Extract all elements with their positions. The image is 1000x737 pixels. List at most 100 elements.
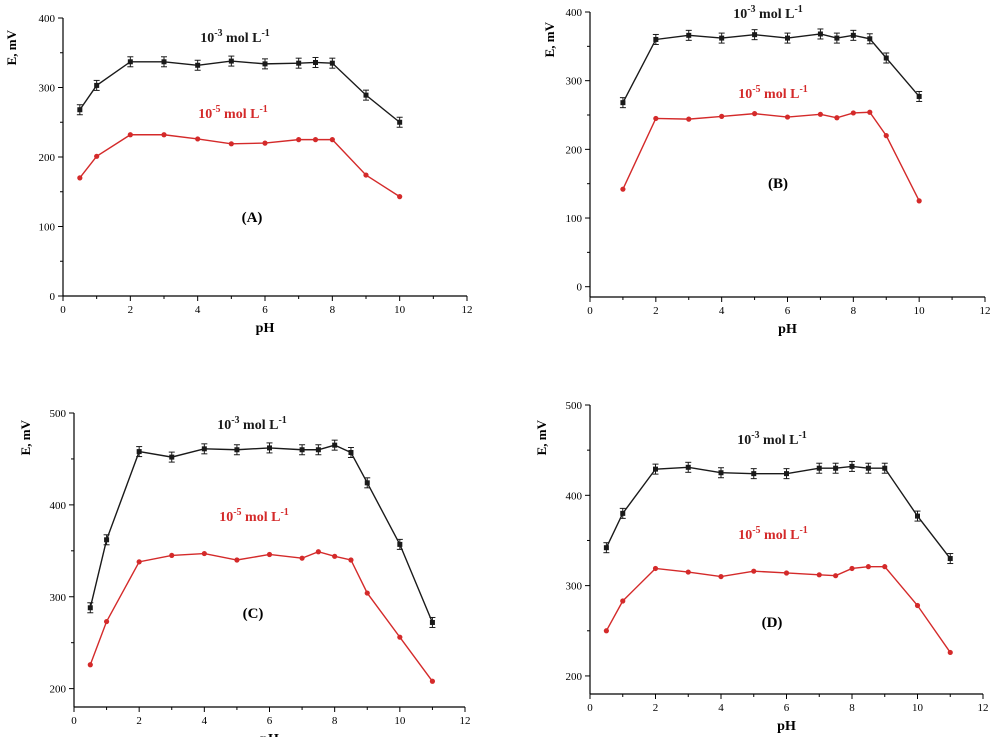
- data-point: [783, 570, 790, 576]
- data-point: [262, 61, 268, 67]
- x-tick-label: 12: [462, 304, 473, 316]
- x-tick-label: 2: [128, 304, 134, 316]
- data-point: [653, 466, 658, 472]
- x-axis-label: pH: [777, 719, 796, 734]
- data-point: [719, 35, 725, 41]
- series-line: [79, 60, 401, 123]
- series-label-exponent: -5: [752, 525, 760, 536]
- data-point: [348, 557, 354, 563]
- data-point: [752, 32, 758, 38]
- series-label-unit-exponent: -1: [261, 28, 269, 39]
- series-label-exponent: -3: [751, 430, 759, 441]
- series-label-unit: mol L: [760, 433, 799, 448]
- series-label-unit: mol L: [240, 418, 279, 433]
- data-point: [363, 172, 369, 178]
- data-point: [620, 510, 626, 516]
- series-label-unit: mol L: [761, 87, 800, 102]
- panel-label: (A): [242, 210, 263, 226]
- x-axis-label: pH: [778, 322, 797, 337]
- data-point: [266, 551, 273, 558]
- data-point: [686, 32, 692, 38]
- x-tick-label: 12: [980, 305, 991, 317]
- data-point: [833, 465, 839, 471]
- data-point: [94, 153, 100, 159]
- series-label-exponent: -5: [212, 104, 220, 115]
- data-point: [127, 59, 133, 65]
- series-label: 10-3 mol L-1: [217, 415, 287, 433]
- series-label-unit: mol L: [221, 107, 260, 122]
- data-point: [87, 605, 93, 611]
- series-label-base: 10: [733, 7, 747, 22]
- series-label-unit-exponent: -1: [798, 430, 806, 441]
- data-point: [397, 634, 403, 640]
- data-point: [201, 550, 207, 557]
- x-tick-label: 10: [912, 702, 924, 714]
- panel-label: (C): [243, 606, 264, 622]
- data-point: [833, 573, 839, 579]
- y-tick-label: 400: [566, 7, 583, 19]
- data-point: [620, 598, 626, 604]
- x-tick-label: 8: [849, 702, 855, 714]
- panel-label: (D): [762, 615, 783, 631]
- data-point: [299, 447, 305, 453]
- series-line: [622, 111, 920, 202]
- data-point: [363, 92, 369, 98]
- series-label-unit-exponent: -1: [794, 4, 802, 15]
- series-label-unit: mol L: [756, 7, 795, 22]
- data-point: [816, 572, 822, 578]
- x-tick-label: 4: [719, 305, 725, 317]
- x-tick-label: 2: [136, 715, 142, 727]
- data-point: [620, 100, 626, 106]
- series-1e-5: 10-5 mol L-1: [620, 84, 922, 204]
- data-point: [718, 470, 724, 476]
- data-point: [364, 480, 370, 486]
- data-point: [195, 62, 201, 68]
- y-tick-label: 300: [39, 83, 56, 95]
- series-label-base: 10: [737, 433, 751, 448]
- series-label: 10-5 mol L-1: [738, 525, 808, 543]
- series-line: [89, 550, 433, 682]
- series-label: 10-3 mol L-1: [200, 28, 270, 46]
- x-tick-label: 2: [653, 702, 659, 714]
- x-tick-label: 12: [978, 702, 989, 714]
- series-line: [605, 465, 951, 559]
- data-point: [915, 513, 920, 519]
- data-point: [77, 107, 83, 113]
- x-tick-label: 10: [394, 715, 406, 727]
- data-point: [916, 198, 922, 204]
- x-tick-label: 6: [262, 304, 268, 316]
- data-point: [653, 115, 659, 122]
- data-point: [916, 93, 922, 99]
- y-tick-label: 400: [566, 490, 583, 502]
- data-point: [817, 111, 824, 117]
- x-tick-label: 6: [785, 305, 791, 317]
- x-tick-label: 8: [851, 305, 857, 317]
- data-point: [332, 442, 338, 448]
- x-tick-label: 12: [460, 715, 471, 727]
- data-point: [136, 449, 142, 455]
- series-label-exponent: -3: [231, 415, 239, 426]
- data-point: [785, 35, 790, 41]
- data-point: [103, 618, 110, 625]
- series-label: 10-5 mol L-1: [738, 84, 808, 102]
- series-1e-3: 10-3 mol L-1: [76, 28, 403, 128]
- data-point: [620, 186, 626, 192]
- data-point: [332, 553, 338, 559]
- data-point: [77, 175, 83, 181]
- data-point: [850, 32, 856, 38]
- data-point: [883, 55, 889, 61]
- data-point: [315, 549, 321, 555]
- data-point: [718, 573, 724, 580]
- series-line: [89, 444, 434, 623]
- series-label-base: 10: [217, 418, 231, 433]
- y-axis-label: E, mV: [542, 21, 557, 57]
- series-label-exponent: -3: [214, 28, 222, 39]
- x-tick-label: 8: [330, 304, 336, 316]
- series-label: 10-3 mol L-1: [737, 430, 807, 448]
- data-point: [228, 141, 234, 147]
- data-point: [947, 649, 953, 656]
